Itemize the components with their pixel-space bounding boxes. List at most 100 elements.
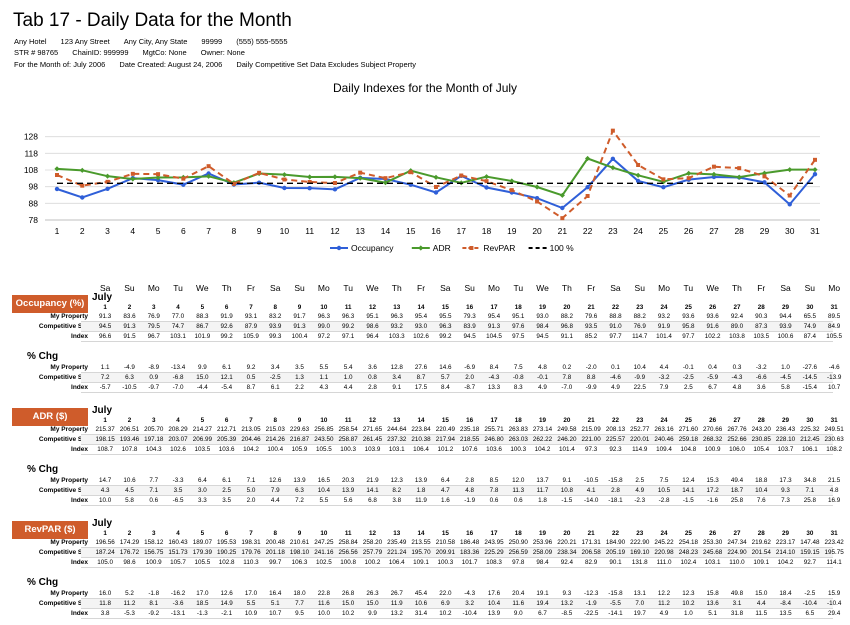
data-cell: 100.4 — [267, 446, 284, 453]
date-header: 31 — [830, 530, 838, 537]
data-cell: 111.0 — [656, 559, 672, 566]
data-cell: 100.8 — [340, 559, 357, 566]
x-tick-label: 2 — [80, 226, 85, 236]
data-point — [307, 174, 313, 180]
data-point — [661, 184, 666, 190]
pct-chg-cell: -9.2 — [148, 610, 160, 617]
row-label: My Property — [50, 590, 88, 597]
data-cell: 74.7 — [171, 323, 185, 330]
data-cell: 97.8 — [512, 559, 525, 566]
data-point — [509, 178, 515, 184]
table-row — [81, 589, 833, 599]
date-header: 8 — [273, 304, 277, 311]
data-cell: 114.9 — [632, 446, 648, 453]
pct-chg-cell: -13.4 — [170, 364, 186, 371]
data-point — [105, 186, 110, 192]
data-point — [79, 167, 85, 173]
data-cell: 93.5 — [585, 323, 598, 330]
data-cell: 94.5 — [463, 333, 476, 340]
pct-chg-cell: 11.2 — [123, 600, 136, 607]
date-header: 31 — [830, 417, 838, 424]
pct-chg-cell: 3.4 — [270, 364, 280, 371]
data-cell: 183.36 — [460, 549, 480, 556]
pct-chg-cell: 6.7 — [708, 384, 718, 391]
data-point — [585, 155, 591, 162]
data-point — [130, 171, 135, 176]
data-cell: 208.29 — [168, 426, 188, 433]
pct-chg-cell: 8.1 — [149, 600, 159, 607]
row-label: Index — [71, 333, 88, 340]
data-cell: 249.51 — [824, 426, 844, 433]
pct-chg-cell: 29.4 — [828, 610, 841, 617]
table-row — [81, 383, 833, 393]
pct-chg-cell: 34.8 — [803, 477, 816, 484]
legend-label: ADR — [433, 243, 451, 253]
date-header: 25 — [684, 530, 692, 537]
pct-chg-cell: -27.6 — [802, 364, 818, 371]
date-header: 22 — [611, 530, 619, 537]
pct-chg-cell: 16.9 — [828, 497, 841, 504]
data-point — [787, 193, 792, 198]
pct-chg-cell: -0.8 — [512, 374, 524, 381]
pct-chg-cell: 20.4 — [512, 590, 525, 597]
pct-chg-cell: 2.5 — [635, 477, 645, 484]
data-cell: 249.58 — [557, 426, 577, 433]
data-cell: 240.46 — [654, 436, 674, 443]
data-point — [737, 166, 742, 171]
pct-chg-cell: 10.7 — [269, 610, 282, 617]
pct-chg-cell: 0.4 — [708, 364, 718, 371]
data-cell: 83.9 — [463, 323, 476, 330]
pct-chg-cell: 1.3 — [295, 374, 304, 381]
pct-chg-cell: -15.4 — [802, 384, 818, 391]
pct-chg-cell: 14.6 — [439, 364, 452, 371]
pct-chg-cell: 4.8 — [829, 487, 839, 494]
pct-chg-cell: 10.2 — [342, 610, 355, 617]
data-cell: 103.1 — [388, 446, 405, 453]
date-header: 14 — [417, 530, 425, 537]
date-header: 6 — [224, 304, 229, 311]
pct-chg-cell: -4.6 — [610, 374, 621, 381]
pct-chg-label: % Chg — [27, 577, 59, 588]
data-cell: 258.54 — [338, 426, 358, 433]
data-cell: 91.7 — [293, 313, 306, 320]
day-of-week-header: Th — [561, 283, 572, 293]
hotel-city: Any City, Any State — [123, 37, 188, 46]
day-of-week-header: Th — [731, 283, 742, 293]
data-point — [762, 174, 767, 179]
pct-chg-cell: -5.9 — [707, 374, 719, 381]
mgt-co: MgtCo: None — [142, 48, 187, 57]
pct-chg-cell: 1.1 — [319, 374, 329, 381]
data-cell: 98.6 — [123, 559, 136, 566]
row-label: Competitive Set — [38, 323, 88, 330]
pct-chg-cell: 0.1 — [611, 364, 620, 371]
data-cell: 196.56 — [95, 539, 115, 546]
data-cell: 109.1 — [413, 559, 429, 566]
date-header: 7 — [249, 417, 253, 424]
x-tick-label: 22 — [583, 226, 593, 236]
data-cell: 270.66 — [703, 426, 723, 433]
data-cell: 187.24 — [95, 549, 115, 556]
pct-chg-cell: -14.5 — [802, 374, 818, 381]
day-of-week-header: Sa — [780, 283, 791, 293]
pct-chg-cell: 10.2 — [439, 610, 452, 617]
date-header: 16 — [466, 304, 474, 311]
pct-chg-cell: 12.2 — [657, 590, 671, 597]
date-header: 29 — [782, 530, 790, 537]
data-cell: 105.5 — [826, 333, 843, 340]
data-point — [282, 177, 287, 182]
data-cell: 103.3 — [388, 333, 405, 340]
pct-chg-cell: 26.7 — [390, 590, 403, 597]
row-label: Competitive Set — [38, 436, 88, 443]
date-header: 13 — [393, 530, 401, 537]
pct-chg-cell: -10.4 — [462, 610, 477, 617]
data-cell: 93.0 — [536, 313, 549, 320]
data-point — [105, 179, 110, 184]
data-point — [382, 180, 389, 186]
data-cell: 160.43 — [168, 539, 188, 546]
data-cell: 248.23 — [678, 549, 698, 556]
data-cell: 100.3 — [437, 559, 454, 566]
data-cell: 267.76 — [727, 426, 747, 433]
report-month: For the Month of: July 2006 — [14, 60, 106, 69]
day-of-week-header: Sa — [99, 283, 111, 293]
legend-marker — [469, 246, 474, 250]
